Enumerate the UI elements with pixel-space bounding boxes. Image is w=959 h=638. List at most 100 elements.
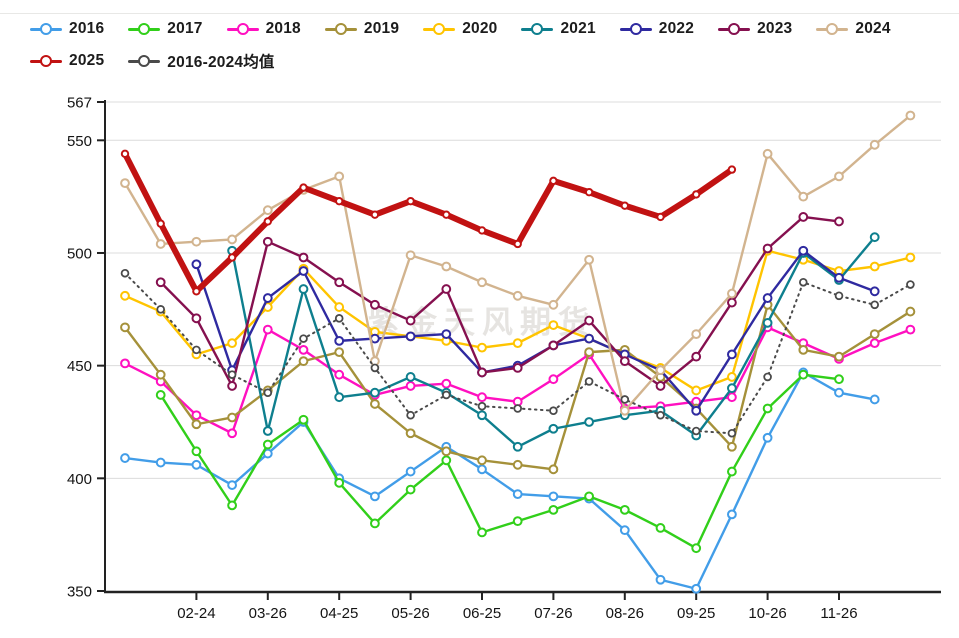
data-point-2024-12-10	[869, 139, 880, 150]
data-point-2020-09-25	[691, 385, 702, 396]
legend-line-circle-icon	[619, 23, 652, 35]
data-point-2017-06-10	[441, 455, 452, 466]
chart-legend: 2016 2017 2018 2019 2020 2021 2022 2023 2024 2025…	[30, 20, 945, 72]
legend-label: 2018	[265, 20, 301, 37]
data-point-2024-08-26	[619, 405, 630, 416]
data-point-2019-10-10	[727, 441, 737, 452]
data-point-2021-07-26	[548, 423, 559, 434]
data-point-2025-07-10	[513, 239, 522, 249]
legend-item-2016[interactable]: 2016	[30, 20, 104, 38]
data-point-2025-09-25	[692, 190, 701, 199]
data-point-2023-06-10	[441, 284, 452, 294]
legend-line-circle-icon	[128, 55, 161, 67]
y-axis-tick-label: 567	[67, 95, 92, 112]
data-point-2016-09-25	[691, 583, 702, 594]
data-point-2017-11-10	[798, 369, 809, 380]
data-point-2020-03-10	[227, 338, 238, 349]
data-point-2018-06-10	[441, 378, 452, 389]
data-point-2024-12-26	[905, 110, 916, 121]
x-axis-tick-label: 07-26	[534, 605, 572, 622]
data-point-2017-06-25	[477, 527, 487, 538]
data-point-2018-12-26	[905, 324, 916, 335]
data-point-2016-2024均值-09-10	[656, 410, 665, 420]
data-point-2020-07-26	[548, 320, 559, 330]
data-point-2019-05-26	[405, 428, 416, 439]
legend-item-2023[interactable]: 2023	[718, 20, 792, 38]
data-point-2020-12-10	[869, 261, 880, 272]
data-point-2016-2024均值-11-26	[834, 291, 844, 301]
data-point-2022-08-10	[584, 333, 594, 344]
data-point-2016-03-10	[227, 480, 238, 490]
data-point-2016-01-26	[120, 453, 130, 463]
data-point-2018-03-26	[262, 324, 273, 335]
data-point-2024-02-10	[155, 239, 166, 249]
legend-item-2024[interactable]: 2024	[816, 20, 890, 38]
top-divider	[0, 13, 959, 14]
data-point-2017-02-24	[191, 446, 202, 457]
data-point-2016-2024均值-08-26	[620, 395, 630, 404]
data-point-2018-01-26	[120, 358, 130, 369]
data-point-2024-11-26	[834, 171, 844, 182]
data-point-2023-10-26	[762, 243, 773, 254]
data-point-2024-07-26	[548, 299, 559, 310]
data-point-2021-04-25	[334, 392, 345, 403]
data-point-2022-04-10	[298, 266, 309, 276]
legend-line-circle-icon	[128, 23, 161, 35]
legend-label: 2016	[69, 20, 105, 37]
data-point-2016-07-10	[512, 489, 523, 500]
data-point-2016-07-26	[548, 491, 559, 502]
data-point-2019-12-26	[905, 306, 916, 317]
data-point-2016-2024均值-02-10	[156, 305, 166, 314]
data-point-2021-10-10	[727, 383, 737, 394]
data-point-2021-10-26	[762, 317, 773, 328]
data-point-2025-05-10	[370, 210, 380, 219]
data-point-2024-05-26	[405, 250, 416, 261]
data-point-2023-05-10	[370, 299, 380, 310]
data-point-2016-09-10	[655, 574, 666, 585]
data-point-2017-07-10	[512, 516, 523, 527]
data-point-2022-04-25	[334, 335, 345, 346]
data-point-2018-04-10	[298, 344, 309, 355]
legend-item-2019[interactable]: 2019	[324, 20, 399, 38]
data-point-2024-06-10	[441, 261, 452, 272]
data-point-2022-06-10	[441, 329, 452, 340]
data-point-2022-09-25	[691, 405, 702, 416]
data-point-2016-2024均值-12-26	[906, 280, 915, 289]
data-point-2023-07-26	[548, 340, 559, 351]
legend-label: 2017	[167, 20, 203, 37]
data-point-2021-06-25	[477, 410, 487, 421]
data-point-2016-2024均值-07-26	[549, 406, 558, 416]
data-point-2024-07-10	[512, 290, 523, 301]
data-point-2019-05-10	[370, 399, 380, 409]
data-point-2019-11-26	[834, 351, 844, 362]
data-point-2016-2024均值-04-10	[299, 334, 308, 343]
data-point-2016-2024均值-07-10	[513, 404, 522, 413]
data-point-2016-02-10	[155, 457, 166, 468]
data-point-2021-05-10	[370, 387, 380, 398]
data-point-2017-07-26	[548, 504, 559, 515]
legend-item-2018[interactable]: 2018	[226, 20, 301, 38]
data-point-2016-2024均值-03-10	[227, 370, 237, 379]
legend-item-2022[interactable]: 2022	[619, 20, 694, 38]
legend-item-2020[interactable]: 2020	[423, 20, 497, 38]
data-point-2017-02-10	[155, 390, 166, 400]
legend-line-circle-icon	[521, 23, 554, 35]
data-point-2024-08-10	[584, 254, 594, 265]
legend-item-2017[interactable]: 2017	[128, 20, 202, 38]
data-point-2016-10-26	[762, 432, 773, 443]
legend-line-circle-icon	[324, 23, 357, 35]
data-point-2024-03-26	[262, 205, 273, 216]
data-point-2025-04-25	[335, 196, 344, 206]
series-2016-2024均值	[120, 268, 915, 438]
data-point-2025-08-10	[584, 187, 594, 197]
data-point-2020-06-25	[477, 342, 487, 353]
data-point-2018-02-24	[191, 410, 202, 421]
data-point-2016-2024均值-02-24	[192, 345, 201, 355]
legend-item-2025[interactable]: 2025	[30, 52, 104, 70]
data-point-2022-12-10	[869, 286, 880, 297]
legend-item-2016-2024均值[interactable]: 2016-2024均值	[128, 50, 274, 72]
y-axis-tick-label: 500	[67, 245, 92, 262]
legend-item-2021[interactable]: 2021	[521, 20, 596, 38]
data-point-2017-10-26	[762, 403, 773, 414]
